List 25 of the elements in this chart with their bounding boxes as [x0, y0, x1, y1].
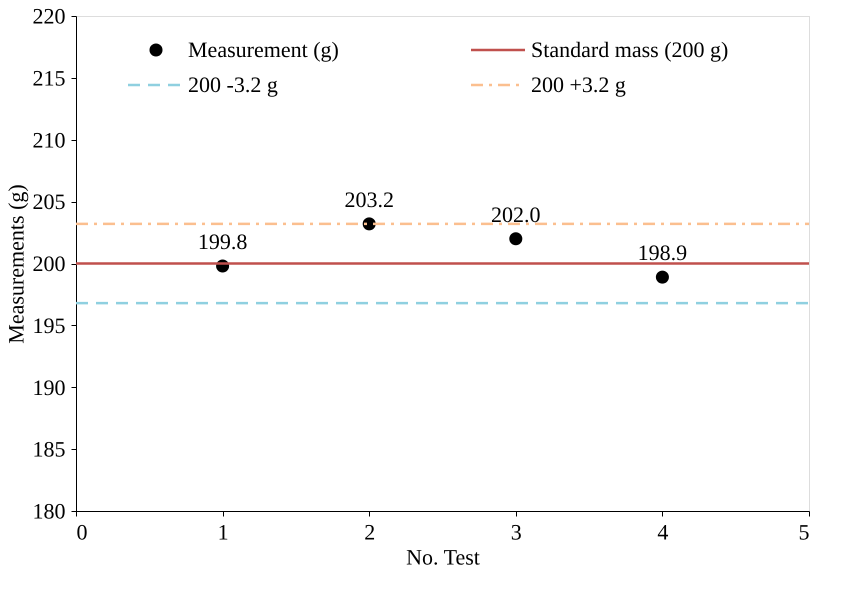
y-tick-label: 210 — [32, 127, 66, 152]
y-tick-label: 200 — [32, 251, 66, 276]
y-tick-label: 220 — [32, 4, 66, 28]
data-label: 202.0 — [491, 202, 541, 227]
legend-label: Standard mass (200 g) — [531, 37, 728, 62]
legend-label: 200 -3.2 g — [188, 72, 278, 97]
x-tick-label: 0 — [76, 520, 88, 544]
y-tick-label: 185 — [32, 436, 66, 462]
x-tick-label: 5 — [798, 520, 810, 544]
x-tick-label: 3 — [510, 520, 522, 544]
x-axis-title: No. Test — [406, 544, 480, 570]
x-tick-label: 1 — [218, 520, 229, 544]
legend-label: 200 +3.2 g — [531, 72, 626, 97]
y-tick-label: 215 — [32, 65, 66, 90]
x-tick-label: 4 — [657, 520, 668, 544]
data-label: 199.8 — [198, 228, 248, 254]
y-tick-label: 205 — [32, 189, 66, 214]
y-tick-label: 195 — [32, 312, 66, 338]
x-tick-label: 2 — [364, 520, 376, 544]
data-label: 203.2 — [344, 186, 394, 212]
y-axis-title: Measurements (g) — [4, 184, 28, 344]
y-tick-label: 180 — [32, 498, 66, 524]
legend-label: Measurement (g) — [188, 37, 339, 62]
y-tick-label: 190 — [32, 374, 66, 400]
data-label: 198.9 — [638, 240, 688, 266]
